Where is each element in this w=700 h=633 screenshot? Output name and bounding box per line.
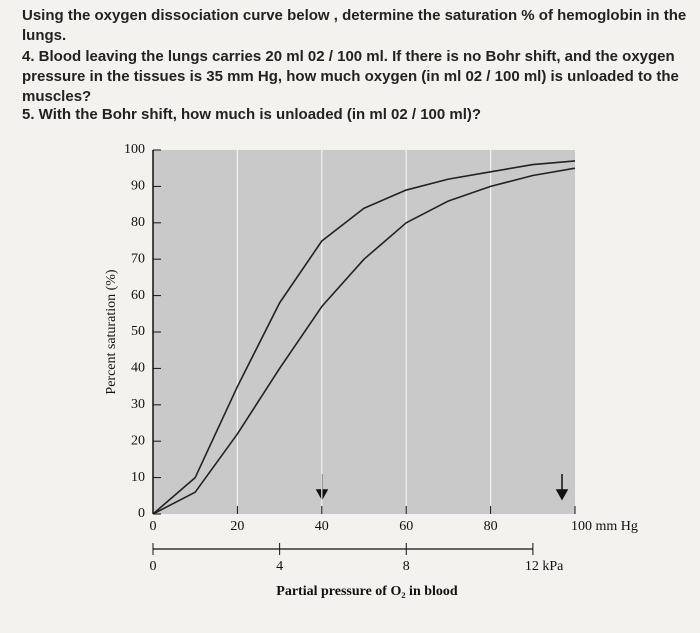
question-5: 5. With the Bohr shift, how much is unlo… <box>22 106 482 123</box>
x2-tick-label: 0 <box>150 559 157 574</box>
y-tick-label: 100 <box>124 142 145 157</box>
curve <box>152 167 576 515</box>
y-tick-label: 50 <box>131 324 145 339</box>
y-tick-label: 40 <box>131 361 145 376</box>
x-tick-label: 20 <box>230 519 244 534</box>
y-tick-label: 60 <box>131 288 145 303</box>
x-tick-label: 80 <box>484 519 498 534</box>
x-tick-label: 0 <box>150 519 157 534</box>
y-axis-title: Percent saturation (%) <box>104 269 119 395</box>
y-tick-label: 80 <box>131 215 145 230</box>
x-tick-label: 40 <box>315 519 329 534</box>
plot-area <box>153 150 575 514</box>
y-tick-label: 90 <box>131 179 145 194</box>
question-4: 4. Blood leaving the lungs carries 20 ml… <box>22 48 679 105</box>
y-tick-label: 30 <box>131 397 145 412</box>
y-tick-label: 20 <box>131 433 145 448</box>
x-tick-label: 100 mm Hg <box>571 519 638 534</box>
y-tick-label: 0 <box>138 506 145 521</box>
curve <box>152 160 576 515</box>
y-tick-label: 70 <box>131 251 145 266</box>
x-tick-label: 60 <box>399 519 413 534</box>
x2-tick-label: 8 <box>403 559 410 574</box>
y-tick-label: 10 <box>131 470 145 485</box>
x-axis-title: Partial pressure of O₂ in blood <box>276 584 458 599</box>
x2-tick-label: 12 kPa <box>525 559 564 574</box>
x2-tick-label: 4 <box>276 559 283 574</box>
intro: Using the oxygen dissociation curve belo… <box>22 7 687 44</box>
